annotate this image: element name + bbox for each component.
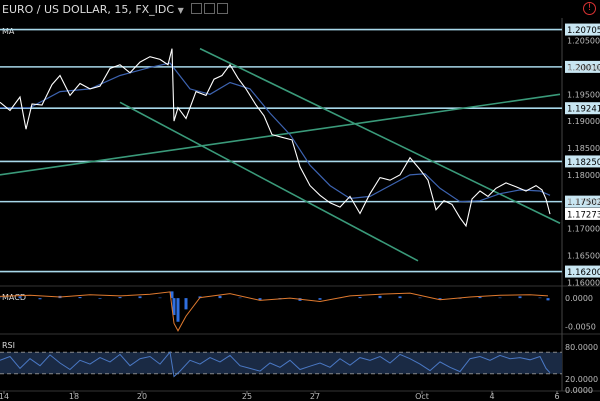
- level-label-bg: [565, 102, 600, 115]
- price-tick-label: 1.16000: [567, 278, 600, 287]
- level-label-bg: [565, 265, 600, 278]
- price-tick-label: 1.19000: [567, 117, 600, 126]
- time-tick-label: 20: [137, 392, 147, 401]
- last-price-label: 1.17273: [567, 210, 600, 220]
- level-label: 1.17502: [567, 198, 600, 208]
- time-tick-label: 4: [489, 392, 494, 401]
- level-label: 1.16200: [567, 268, 600, 278]
- trendline: [199, 47, 561, 224]
- rsi-label[interactable]: RSI: [2, 341, 15, 350]
- level-label-bg: [565, 195, 600, 208]
- price-tick-label: 1.19500: [567, 90, 600, 99]
- time-tick-label: 14: [0, 392, 9, 401]
- price-tick-label: 1.18000: [567, 171, 600, 180]
- price-tick-label: 1.20000: [567, 63, 600, 72]
- macd-tick-label: -0.0050: [565, 322, 596, 331]
- trendline: [119, 101, 419, 262]
- price-tick-label: 1.17000: [567, 225, 600, 234]
- ma-line: [0, 62, 551, 203]
- macd-tick-label: 0.0000: [565, 294, 593, 303]
- time-tick-label: 27: [310, 392, 320, 401]
- level-label-bg: [565, 23, 600, 36]
- price-line: [0, 48, 551, 228]
- chevron-down-icon[interactable]: ▼: [177, 6, 184, 15]
- level-label-bg: [565, 60, 600, 73]
- price-tick-label: 1.18500: [567, 144, 600, 153]
- macd-signal-line: [0, 291, 549, 332]
- time-tick-label: 25: [242, 392, 252, 401]
- rsi-tick-label: 20.0000: [565, 375, 598, 384]
- price-tick-label: 1.16500: [567, 251, 600, 260]
- rsi-tick-label: 80.0000: [565, 343, 598, 352]
- ma-label[interactable]: MA: [2, 27, 15, 36]
- level-label: 1.20010: [567, 63, 600, 73]
- last-price-bg: [565, 207, 600, 220]
- macd-histogram: [0, 291, 550, 322]
- time-tick-label: Oct: [415, 392, 429, 401]
- rsi-tick-label: 0.0000: [565, 386, 593, 395]
- level-label: 1.19241: [567, 105, 600, 115]
- macd-label[interactable]: MACD: [2, 293, 26, 302]
- level-label: 1.18250: [567, 158, 600, 168]
- level-label-bg: [565, 155, 600, 168]
- time-tick-label: 6: [554, 392, 559, 401]
- level-label: 1.20705: [567, 26, 600, 36]
- price-tick-label: 1.20500: [567, 37, 600, 46]
- trendline: [0, 93, 561, 176]
- symbol-title[interactable]: EURO / US DOLLAR, 15, FX_IDC: [2, 3, 175, 16]
- time-tick-label: 18: [69, 392, 79, 401]
- chart-toolbar-icons[interactable]: [191, 3, 230, 17]
- price-tick-label: 1.17500: [567, 198, 600, 207]
- rsi-line: [0, 351, 551, 378]
- chart-header: EURO / US DOLLAR, 15, FX_IDC ▼: [2, 3, 230, 17]
- rsi-band: [0, 352, 562, 374]
- alert-icon[interactable]: !: [583, 2, 596, 15]
